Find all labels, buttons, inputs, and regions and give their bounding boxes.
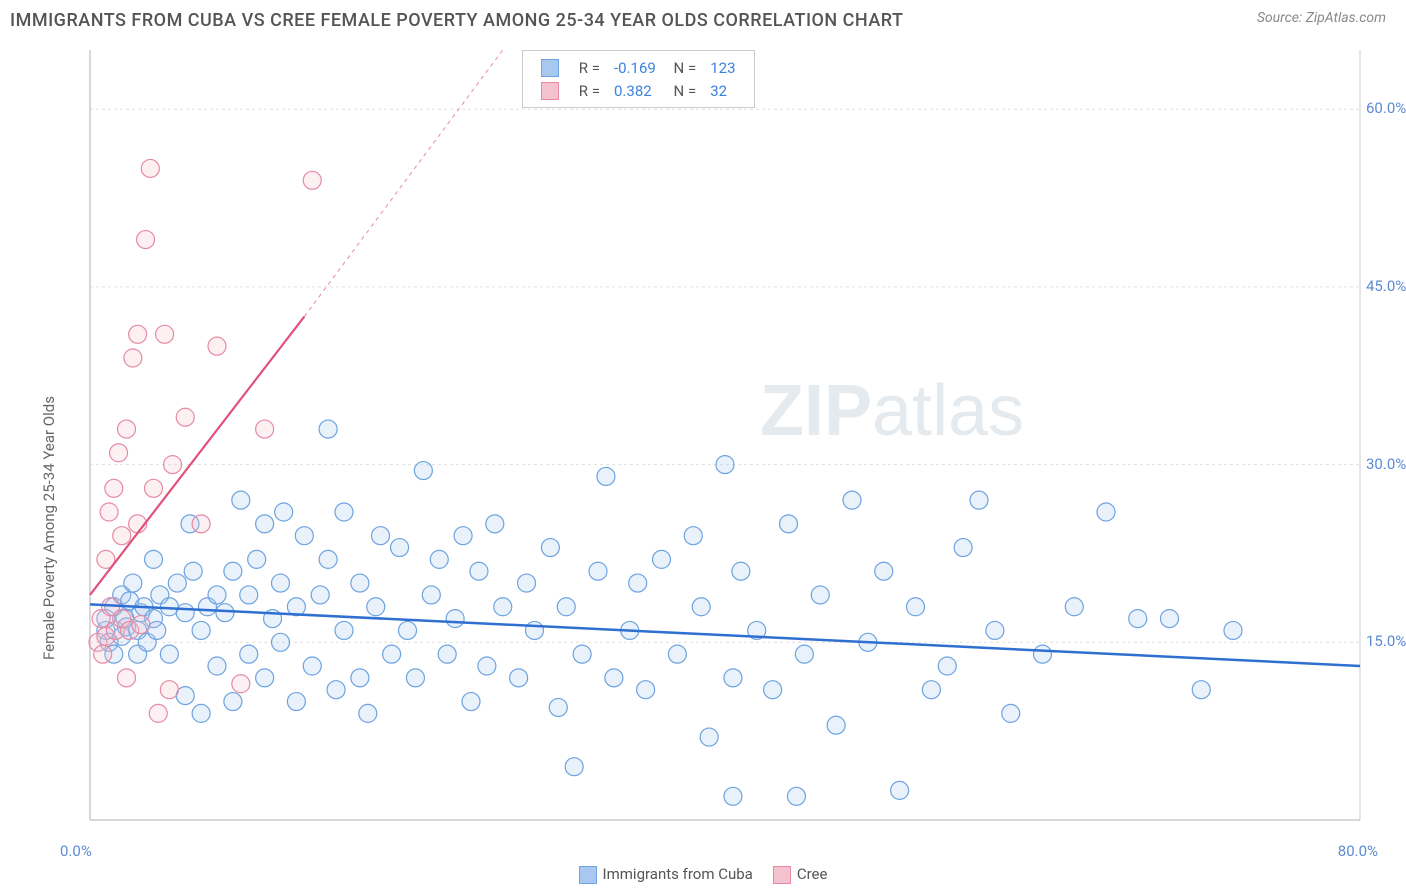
- legend-item: Immigrants from Cuba: [579, 865, 753, 884]
- y-axis-label: Female Poverty Among 25-34 Year Olds: [40, 396, 58, 660]
- scatter-plot-svg: [50, 40, 1390, 840]
- series-legend: Immigrants from Cuba Cree: [0, 865, 1406, 884]
- y-tick-label: 15.0%: [1366, 632, 1406, 650]
- y-tick-label: 30.0%: [1366, 455, 1406, 473]
- y-tick-label: 45.0%: [1366, 277, 1406, 295]
- chart-title: IMMIGRANTS FROM CUBA VS CREE FEMALE POVE…: [10, 10, 904, 31]
- x-axis-max-label: 80.0%: [1338, 842, 1378, 860]
- legend-item: Cree: [773, 865, 828, 884]
- y-tick-label: 60.0%: [1366, 99, 1406, 117]
- x-axis-min-label: 0.0%: [60, 842, 92, 860]
- chart-area: ZIPatlas Female Poverty Among 25-34 Year…: [50, 40, 1386, 832]
- source-citation: Source: ZipAtlas.com: [1257, 10, 1386, 26]
- correlation-legend: R =-0.169 N =123R =0.382 N =32: [522, 50, 755, 108]
